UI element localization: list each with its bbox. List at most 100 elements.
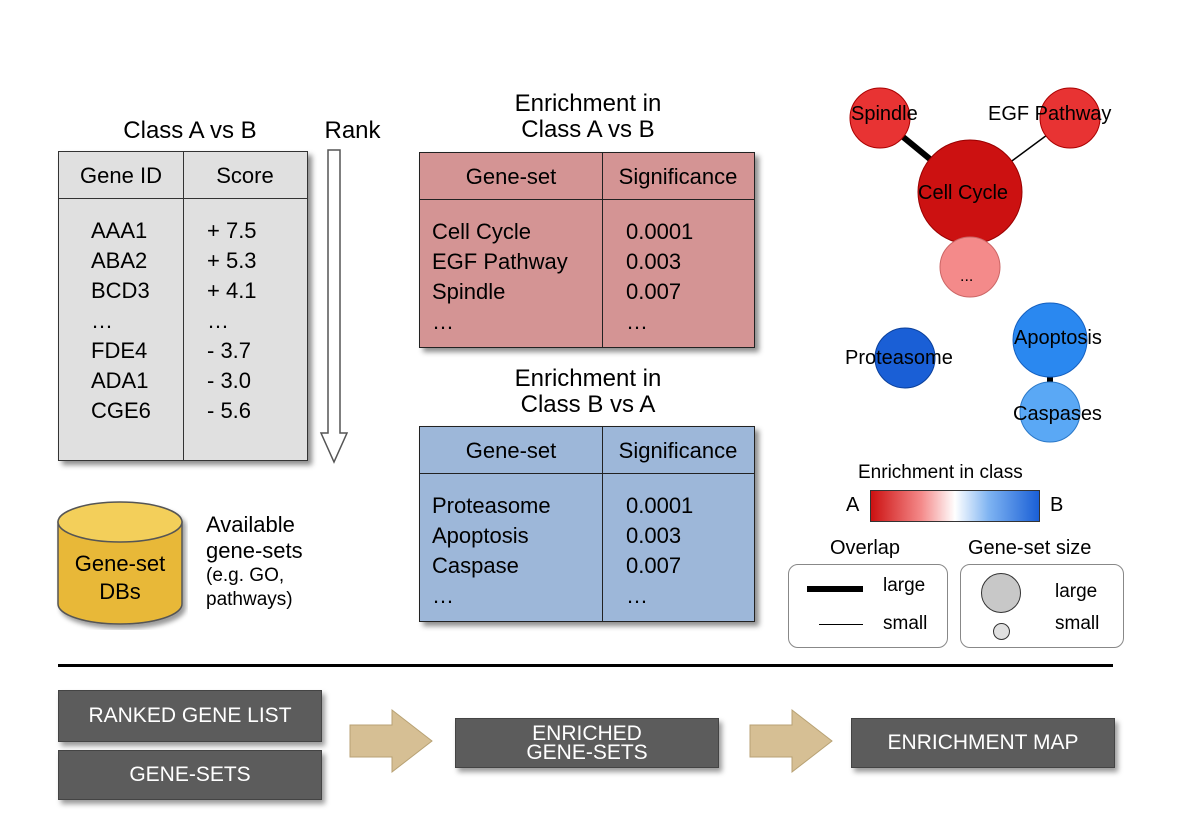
- right-arrow-icon: [749, 708, 833, 774]
- thick-line-swatch: [807, 586, 863, 592]
- gene-id-cell: FDE4: [91, 338, 148, 363]
- section-divider: [58, 664, 1113, 667]
- size-large-label: large: [1055, 581, 1098, 602]
- node-more: [939, 236, 1001, 298]
- node-proteasome: [874, 327, 936, 389]
- enriched-gene-sets-label: GENE-SETS: [526, 741, 648, 764]
- color-gradient-bar: [870, 490, 1040, 522]
- significance-cell: 0.0001: [626, 493, 694, 518]
- ranked-list-title: Class A vs B: [123, 117, 257, 144]
- gene-sets-box: GENE-SETS: [58, 750, 322, 800]
- node-caspases: [1019, 381, 1081, 443]
- database-cylinder-icon: [57, 501, 183, 625]
- size-legend-box: large small: [960, 564, 1124, 648]
- geneset-cell: Cell Cycle: [432, 219, 532, 244]
- geneset-cell: Apoptosis: [432, 523, 529, 548]
- node-label-caspases: Caspases: [1013, 403, 1102, 425]
- enrichment-a-table: Gene-set Significance Cell Cycle EGF Pat…: [419, 152, 755, 348]
- overlap-small-label: small: [883, 613, 928, 634]
- node-label-apoptosis: Apoptosis: [1014, 327, 1102, 349]
- gene-id-cell: AAA1: [91, 218, 148, 243]
- significance-header: Significance: [618, 164, 738, 189]
- significance-cell: 0.007: [626, 553, 682, 578]
- enrichment-b-title: Enrichment in Class B vs A: [440, 366, 736, 418]
- gene-set-size-legend-title: Gene-set size: [968, 537, 1092, 559]
- enrichment-b-title-line: Class B vs A: [520, 391, 656, 418]
- enrichment-a-title-line: Enrichment in: [514, 90, 662, 117]
- significance-cell: …: [626, 309, 648, 334]
- significance-cell: …: [626, 583, 648, 608]
- node-label-spindle: Spindle: [851, 103, 918, 125]
- significance-cell: 0.007: [626, 279, 682, 304]
- caption-line: (e.g. GO,: [206, 565, 285, 586]
- score-cell: - 3.0: [207, 368, 252, 393]
- node-spindle: [849, 87, 911, 149]
- enrichment-a-title: Enrichment in Class A vs B: [440, 91, 736, 143]
- score-cell: + 4.1: [207, 278, 257, 303]
- geneset-cell: Caspase: [432, 553, 519, 578]
- geneset-cell: Proteasome: [432, 493, 551, 518]
- enrichment-map-network: [849, 87, 1101, 443]
- score-cell: - 5.6: [207, 398, 252, 423]
- geneset-cell: EGF Pathway: [432, 249, 568, 274]
- gene-id-header: Gene ID: [80, 163, 162, 188]
- node-egf: [1039, 87, 1101, 149]
- caption-line: gene-sets: [206, 538, 303, 563]
- node-label-cellcycle: Cell Cycle: [918, 182, 1009, 204]
- gradient-label-b: B: [1050, 494, 1064, 516]
- gene-id-cell: BCD3: [91, 278, 150, 303]
- caption-line: pathways): [206, 589, 293, 610]
- overlap-legend-box: large small: [788, 564, 948, 648]
- ranked-gene-list-box: RANKED GENE LIST: [58, 690, 322, 742]
- gene-id-cell: ADA1: [91, 368, 149, 393]
- gene-id-cell: CGE6: [91, 398, 151, 423]
- overlap-legend-title: Overlap: [830, 537, 901, 559]
- geneset-cell: …: [432, 309, 454, 334]
- enrichment-b-title-line: Enrichment in: [514, 365, 662, 392]
- rank-label: Rank: [324, 117, 381, 144]
- gene-id-column: AAA1 ABA2 BCD3 … FDE4 ADA1 CGE6: [91, 216, 151, 426]
- thin-line-swatch: [819, 624, 863, 625]
- significance-column: 0.0001 0.003 0.007 …: [626, 217, 693, 337]
- caption-line: Available: [206, 512, 295, 537]
- geneset-cell: Spindle: [432, 279, 506, 304]
- geneset-column: Cell Cycle EGF Pathway Spindle …: [432, 217, 568, 337]
- geneset-header: Gene-set: [465, 438, 557, 463]
- geneset-column: Proteasome Apoptosis Caspase …: [432, 491, 551, 611]
- database-label-line: DBs: [99, 579, 141, 604]
- overlap-large-label: large: [883, 575, 926, 596]
- ranked-gene-list-label: RANKED GENE LIST: [88, 704, 292, 727]
- significance-cell: 0.003: [626, 523, 682, 548]
- score-cell: + 7.5: [207, 218, 257, 243]
- gene-id-cell: …: [91, 308, 113, 333]
- ranked-gene-table: Gene ID Score AAA1 ABA2 BCD3 … FDE4 ADA1…: [58, 151, 308, 461]
- score-cell: …: [207, 308, 229, 333]
- score-cell: - 3.7: [207, 338, 252, 363]
- score-column: + 7.5 + 5.3 + 4.1 … - 3.7 - 3.0 - 5.6: [207, 216, 257, 426]
- right-arrow-icon: [349, 708, 433, 774]
- enriched-gene-sets-box: ENRICHED GENE-SETS: [455, 718, 719, 768]
- large-circle-swatch: [981, 573, 1021, 613]
- node-label-proteasome: Proteasome: [845, 347, 953, 369]
- enrichment-a-title-line: Class A vs B: [521, 116, 655, 143]
- gradient-legend-title: Enrichment in class: [858, 462, 1023, 483]
- score-header: Score: [216, 163, 274, 188]
- enrichment-b-table: Gene-set Significance Proteasome Apoptos…: [419, 426, 755, 622]
- significance-column: 0.0001 0.003 0.007 …: [626, 491, 693, 611]
- available-genesets-caption: Available gene-sets (e.g. GO, pathways): [206, 512, 303, 612]
- enriched-gene-sets-label: ENRICHED: [532, 722, 642, 745]
- gene-id-cell: ABA2: [91, 248, 148, 273]
- enrichment-map-label: ENRICHMENT MAP: [887, 731, 1079, 754]
- significance-cell: 0.003: [626, 249, 682, 274]
- geneset-header: Gene-set: [465, 164, 557, 189]
- significance-cell: 0.0001: [626, 219, 694, 244]
- database-label-line: Gene-set: [74, 551, 166, 576]
- node-label-egf: EGF Pathway: [988, 103, 1112, 125]
- node-label-more: ...: [960, 268, 974, 285]
- small-circle-swatch: [993, 623, 1010, 640]
- gradient-label-a: A: [846, 494, 860, 516]
- node-apoptosis: [1012, 302, 1088, 378]
- rank-arrow-icon: [319, 149, 349, 464]
- geneset-cell: …: [432, 583, 454, 608]
- enrichment-map-box: ENRICHMENT MAP: [851, 718, 1115, 768]
